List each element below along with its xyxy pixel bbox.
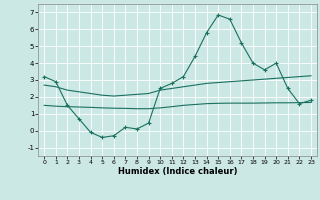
X-axis label: Humidex (Indice chaleur): Humidex (Indice chaleur) xyxy=(118,167,237,176)
